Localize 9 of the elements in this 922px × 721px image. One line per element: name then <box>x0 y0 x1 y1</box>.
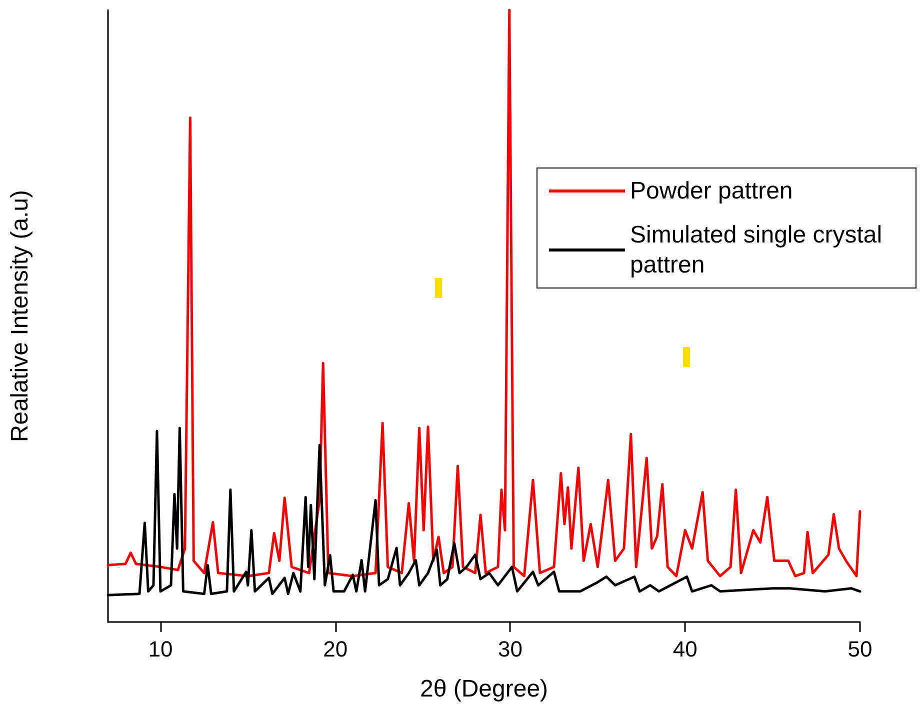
x-tick-label: 10 <box>148 636 173 662</box>
x-tick-label: 30 <box>498 636 522 662</box>
legend-label: Simulated single crystal pattren <box>630 222 889 278</box>
y-axis-title: Realative Intensity (a.u) <box>6 190 34 442</box>
x-tick-label: 20 <box>323 636 348 662</box>
legend-label: Powder pattren <box>630 178 793 204</box>
x-tick-label: 40 <box>672 636 698 662</box>
x-axis-title: 2θ (Degree) <box>420 676 548 702</box>
x-tick-label: 50 <box>848 636 872 662</box>
